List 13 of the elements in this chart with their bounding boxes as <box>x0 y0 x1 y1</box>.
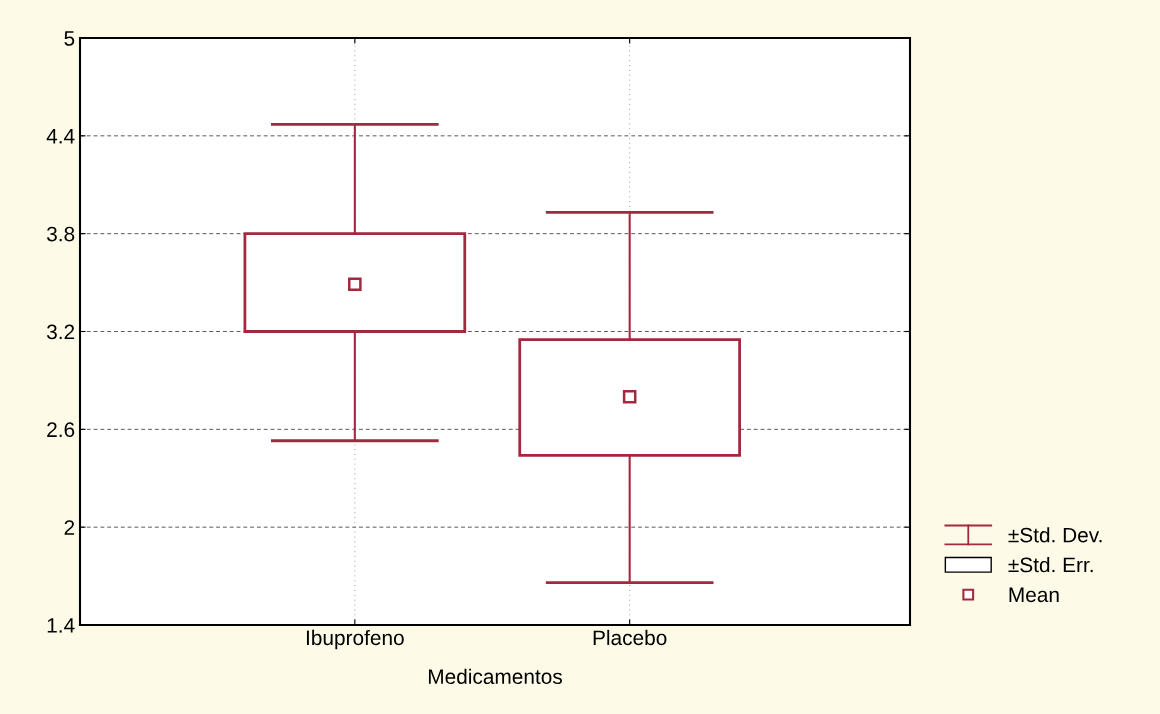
text: ±Std. Err. <box>1008 556 1093 573</box>
x-tick-label: Ibuprofeno <box>306 629 404 650</box>
y-tick-label: 2 <box>64 520 75 535</box>
y-tick-label: 3.8 <box>46 226 75 242</box>
y-tick-label: 3.2 <box>46 324 75 340</box>
x-tick-label: Placebo <box>593 629 667 646</box>
y-tick-label: 5 <box>64 31 75 46</box>
y-tick-label: 1.4 <box>47 618 75 633</box>
x-axis-title: Medicamentos <box>428 668 562 685</box>
text: ±Std. Dev. <box>1008 527 1102 543</box>
text: Mean <box>1009 587 1059 603</box>
y-tick-label: 2.6 <box>47 422 75 438</box>
y-tick-label: 4.4 <box>46 129 75 144</box>
